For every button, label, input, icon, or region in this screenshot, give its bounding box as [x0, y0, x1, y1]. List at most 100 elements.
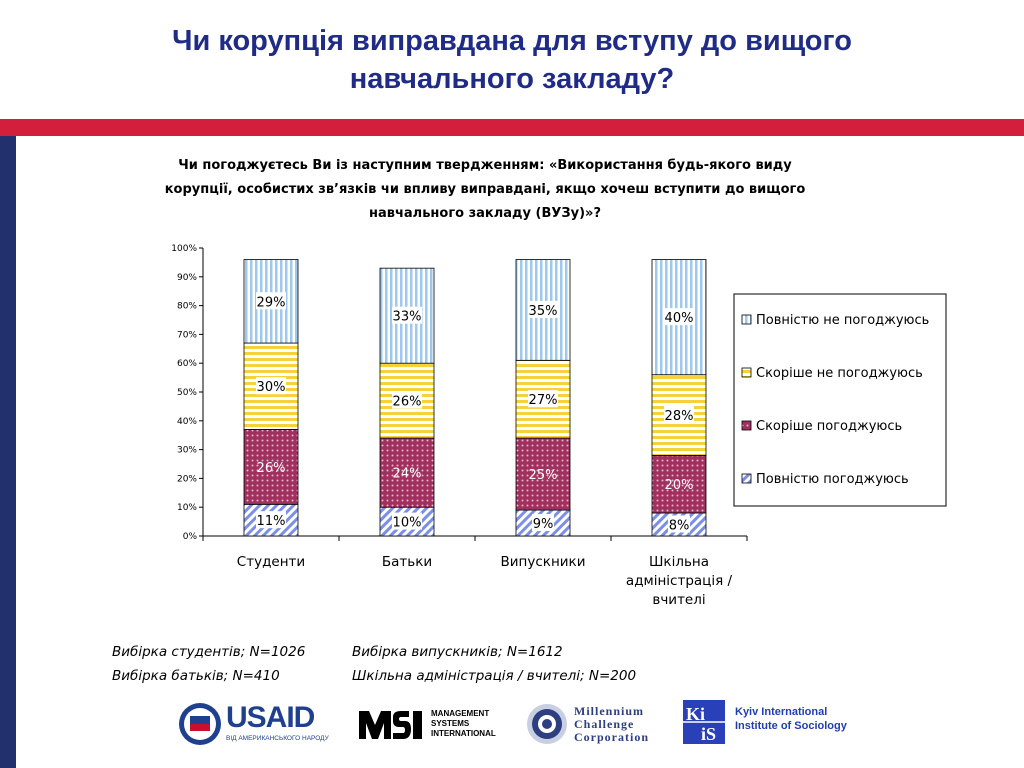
- msi-line-3: INTERNATIONAL: [431, 729, 496, 738]
- top-accent-bar: [0, 119, 1024, 136]
- kiis-line-1: Kyiv International: [735, 706, 828, 718]
- x-tick-label: Батьки: [382, 554, 432, 570]
- page-title: Чи корупція виправдана для вступу до вищ…: [0, 22, 1024, 98]
- usaid-wordmark: USAID: [226, 701, 315, 734]
- y-tick-label: 40%: [177, 417, 197, 427]
- y-tick-label: 80%: [177, 302, 197, 312]
- axis-layer: 0% 10% 20% 30% 40% 50% 60% 70% 80% 90% 100% Студент…: [171, 244, 748, 608]
- mcc-logo: Millennium Challenge Corporation: [526, 697, 666, 751]
- data-label: 9%: [533, 517, 554, 532]
- mcc-line-3: Corporation: [574, 730, 649, 744]
- data-label: 25%: [529, 468, 558, 483]
- y-tick-label: 90%: [177, 273, 197, 283]
- data-label: 35%: [529, 304, 558, 319]
- side-accent-bar: [0, 136, 16, 768]
- data-label-bg: [392, 306, 422, 324]
- y-tick-label: 50%: [177, 388, 197, 398]
- note-graduates: Вибірка випускників; N=1612: [352, 644, 563, 660]
- legend-label: Повністю погоджуюсь: [756, 472, 909, 487]
- y-tick-label: 10%: [177, 503, 197, 513]
- x-tick-label: Шкільна: [649, 554, 709, 570]
- note-teachers: Шкільна адміністрація / вчителі; N=200: [352, 668, 637, 684]
- sample-notes: Вибірка студентів; N=1026 Вибірка випуск…: [112, 644, 712, 692]
- bar-segment: [651, 454, 707, 514]
- data-label: 26%: [257, 461, 286, 476]
- kiis-text: Kyiv International Institute of Sociolog…: [735, 705, 847, 733]
- data-label-bg: [528, 300, 558, 318]
- data-label-bg: [392, 391, 422, 409]
- usaid-seal-icon: [179, 703, 221, 745]
- data-label: 20%: [665, 478, 694, 493]
- legend-swatch: [741, 314, 752, 325]
- mcc-seal-icon: [527, 704, 567, 744]
- msi-line-2: SYSTEMS: [431, 719, 470, 728]
- y-tick-label: 20%: [177, 474, 197, 484]
- msi-line-1: MANAGEMENT: [431, 709, 490, 718]
- x-tick-label: адміністрація /: [626, 573, 733, 589]
- data-label-bg: [256, 377, 286, 395]
- y-tick-label: 0%: [183, 532, 198, 542]
- bars-layer: [243, 259, 707, 537]
- x-tick-label: Студенти: [237, 554, 305, 570]
- note-parents: Вибірка батьків; N=410: [112, 668, 280, 684]
- legend: Повністю не погоджуюсь Скоріше не погоджу…: [733, 293, 947, 507]
- data-label: 27%: [529, 393, 558, 408]
- legend-swatch: [741, 367, 752, 378]
- legend-label: Повністю не погоджуюсь: [756, 313, 929, 328]
- msi-logo: MANAGEMENT SYSTEMS INTERNATIONAL: [357, 697, 507, 751]
- usaid-logo: USAID ВІД АМЕРИКАНСЬКОГО НАРОДУ: [178, 697, 329, 751]
- data-label-bg: [664, 308, 694, 326]
- data-label-bg: [256, 292, 286, 310]
- data-label: 8%: [669, 518, 690, 533]
- page-title-line-1: Чи корупція виправдана для вступу до вищ…: [172, 25, 852, 57]
- data-label: 30%: [257, 380, 286, 395]
- x-tick-label: Випускники: [501, 554, 586, 570]
- chart-title-line-3: навчального закладу (ВУЗу)»?: [369, 206, 601, 221]
- chart-title-line-1: Чи погоджуєтесь Ви із наступним тверджен…: [178, 158, 792, 173]
- bar-segment: [379, 437, 435, 508]
- kiis-logo: Ki iS Kyiv International Institute of So…: [683, 697, 863, 751]
- legend-label: Скоріше не погоджуюсь: [756, 366, 923, 381]
- mcc-line-2: Challenge: [574, 717, 635, 731]
- y-tick-label: 60%: [177, 359, 197, 369]
- data-label: 28%: [665, 409, 694, 424]
- bar-segment: [243, 429, 299, 505]
- mcc-line-1: Millennium: [574, 704, 645, 718]
- data-label-bg: [392, 512, 422, 530]
- svg-text:iS: iS: [701, 724, 716, 744]
- chart-title-line-2: корупції, особистих зв’язків чи впливу в…: [164, 182, 806, 197]
- data-label: 29%: [257, 295, 286, 310]
- data-label: 40%: [665, 311, 694, 326]
- legend-label: Скоріше погоджуюсь: [756, 419, 902, 434]
- labels-layer: 11% 26% 30% 29% 10% 24% 26% 33% 9% 25% 27% 35% 8% 20%…: [256, 292, 694, 533]
- data-label: 10%: [393, 516, 422, 531]
- kiis-mark-icon: Ki iS: [683, 700, 725, 744]
- usaid-subtitle: ВІД АМЕРИКАНСЬКОГО НАРОДУ: [226, 735, 329, 742]
- legend-swatch: [741, 473, 752, 484]
- msi-text: MANAGEMENT SYSTEMS INTERNATIONAL: [431, 709, 496, 739]
- data-label: 33%: [393, 310, 422, 325]
- stacked-bar-chart: 0% 10% 20% 30% 40% 50% 60% 70% 80% 90% 100% Студент…: [171, 244, 947, 608]
- y-tick-label: 70%: [177, 330, 197, 340]
- legend-box: [733, 293, 947, 507]
- partner-logos: USAID ВІД АМЕРИКАНСЬКОГО НАРОДУ MANAGEME…: [0, 697, 1024, 753]
- data-label: 11%: [257, 514, 286, 529]
- legend-swatch: [741, 420, 752, 431]
- data-label-bg: [664, 406, 694, 424]
- note-students: Вибірка студентів; N=1026: [112, 644, 306, 660]
- kiis-line-2: Institute of Sociology: [735, 720, 847, 732]
- msi-mark-icon: [359, 711, 422, 739]
- data-label-bg: [528, 390, 558, 408]
- y-tick-label: 30%: [177, 446, 197, 456]
- data-label-bg: [532, 514, 554, 532]
- data-label-bg: [668, 515, 690, 533]
- chart-title: Чи погоджуєтесь Ви із наступним тверджен…: [140, 154, 830, 226]
- page-title-line-2: навчального закладу?: [349, 63, 675, 95]
- y-tick-label: 100%: [171, 244, 197, 254]
- svg-text:Ki: Ki: [686, 704, 705, 724]
- data-label: 24%: [393, 467, 422, 482]
- x-tick-label: вчителі: [652, 592, 705, 608]
- data-label: 26%: [393, 395, 422, 410]
- mcc-text: Millennium Challenge Corporation: [574, 705, 649, 744]
- data-label-bg: [256, 511, 286, 529]
